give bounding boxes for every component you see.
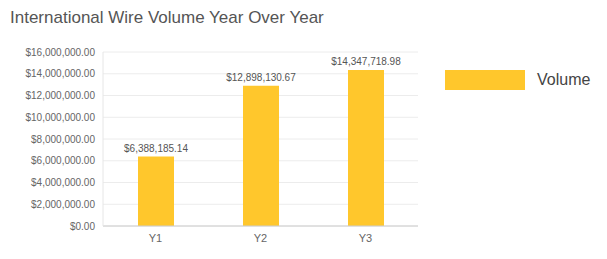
svg-text:$4,000,000.00: $4,000,000.00 <box>31 177 95 188</box>
svg-text:$8,000,000.00: $8,000,000.00 <box>31 134 95 145</box>
svg-text:$6,388,185.14: $6,388,185.14 <box>124 143 188 154</box>
svg-text:Y1: Y1 <box>149 232 162 244</box>
svg-text:$10,000,000.00: $10,000,000.00 <box>25 112 95 123</box>
svg-text:$14,347,718.98: $14,347,718.98 <box>331 56 401 67</box>
svg-text:$12,000,000.00: $12,000,000.00 <box>25 90 95 101</box>
svg-text:Y2: Y2 <box>254 232 267 244</box>
html-text:Volume: Volume <box>537 71 591 88</box>
svg-text:$0.00: $0.00 <box>70 221 95 232</box>
svg-text:$2,000,000.00: $2,000,000.00 <box>31 199 95 210</box>
svg-text:$16,000,000.00: $16,000,000.00 <box>25 47 95 58</box>
svg-text:Y3: Y3 <box>359 232 372 244</box>
html-text:International Wire Volume Year: International Wire Volume Year Over Year <box>10 8 324 27</box>
svg-text:$14,000,000.00: $14,000,000.00 <box>25 68 95 79</box>
svg-text:$12,898,130.67: $12,898,130.67 <box>226 72 296 83</box>
svg-text:$6,000,000.00: $6,000,000.00 <box>31 155 95 166</box>
